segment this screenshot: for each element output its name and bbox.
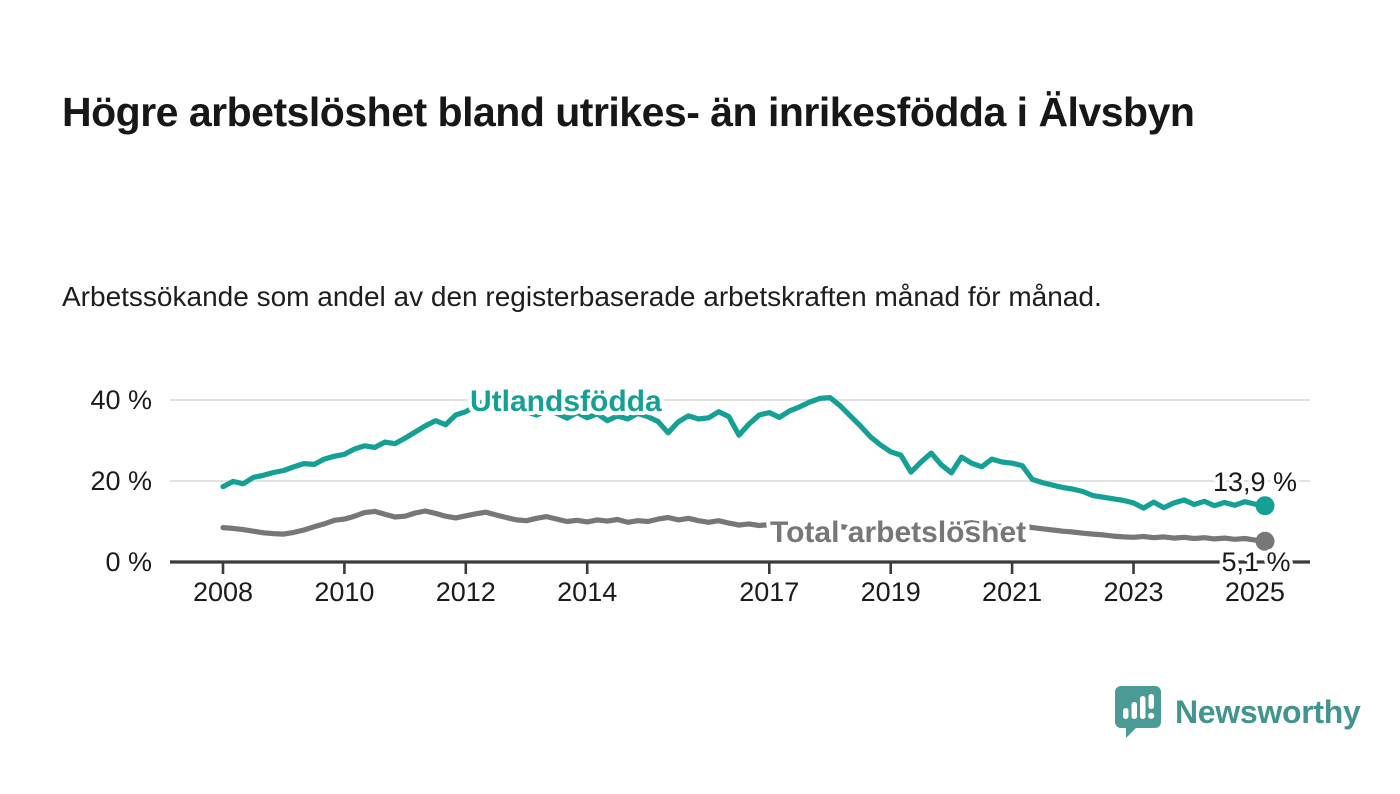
- x-tick-label: 2019: [861, 577, 921, 607]
- page-title: Högre arbetslöshet bland utrikes- än inr…: [62, 89, 1195, 136]
- exclamation-dot: [1148, 712, 1155, 719]
- gridlines: [170, 399, 1310, 482]
- exclamation-bar: [1148, 694, 1154, 709]
- newsworthy-logo: Newsworthy: [1113, 684, 1361, 740]
- y-tick-40: 40 %: [90, 385, 152, 415]
- series-end-dot-0: [1255, 496, 1275, 516]
- y-axis-labels: 40 % 20 % 0 %: [90, 385, 152, 577]
- series-end-dot-1: [1255, 531, 1275, 551]
- x-tick-label: 2017: [739, 577, 799, 607]
- line-chart: 2008 2010 2012 2014 2017 2019 2021 2023 2025 40 …: [90, 381, 1310, 607]
- end-value-label-total: 5,1 %: [1221, 547, 1290, 577]
- x-tick-label: 2014: [557, 577, 617, 607]
- x-tick-label: 2023: [1103, 577, 1163, 607]
- y-tick-20: 20 %: [90, 466, 152, 496]
- end-value-label-utlandsfodda: 13,9 %: [1213, 467, 1297, 497]
- series-label-total: Total arbetslöshet: [770, 516, 1026, 549]
- x-tick-label: 2021: [982, 577, 1042, 607]
- newsworthy-logo-icon: [1115, 686, 1161, 738]
- newsworthy-logo-text: Newsworthy: [1175, 693, 1361, 730]
- x-tick-label: 2008: [193, 577, 253, 607]
- series-layer: [220, 395, 1275, 551]
- page-subtitle: Arbetssökande som andel av den registerb…: [62, 281, 1102, 312]
- x-axis-ticks: 2008 2010 2012 2014 2017 2019 2021 2023 2025: [193, 562, 1285, 607]
- series-label-utlandsfodda: Utlandsfödda: [470, 385, 662, 418]
- bar-1: [1123, 708, 1129, 719]
- y-tick-0: 0 %: [105, 547, 152, 577]
- x-tick-label: 2010: [314, 577, 374, 607]
- x-tick-label: 2025: [1225, 577, 1285, 607]
- x-tick-label: 2012: [436, 577, 496, 607]
- series-line-1: [220, 508, 1268, 544]
- bar-2: [1131, 702, 1137, 719]
- series-line-0: [220, 395, 1268, 511]
- speech-bubble-shape: [1115, 686, 1161, 738]
- bar-3: [1140, 696, 1146, 719]
- chart-annotations: Utlandsfödda Total arbetslöshet 13,9 % 5…: [466, 381, 1301, 581]
